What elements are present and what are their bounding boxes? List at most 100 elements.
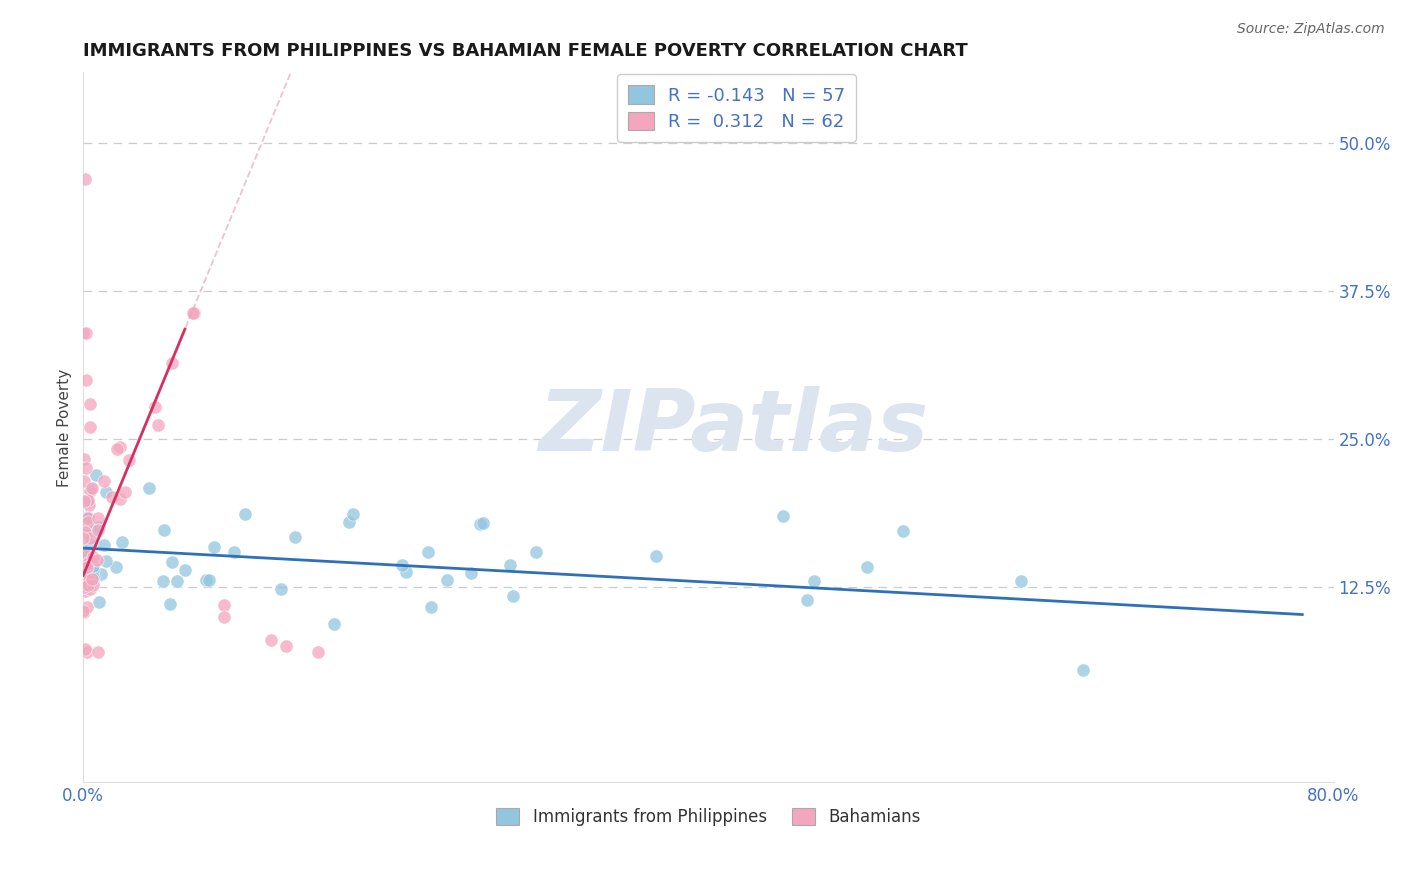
Point (471, 516, 494, 531)
Point (101, 490, 124, 504)
Point (460, 566, 482, 580)
Point (160, 356, 183, 370)
Point (276, 640, 298, 654)
Point (108, 440, 131, 454)
Point (79, 420, 101, 434)
Point (395, 565, 418, 579)
Point (202, 540, 225, 554)
Point (76, 492, 98, 507)
Legend: Immigrants from Philippines, Bahamians: Immigrants from Philippines, Bahamians (488, 799, 929, 834)
Point (75, 566, 97, 581)
Point (93, 538, 115, 552)
Point (418, 545, 440, 559)
Point (105, 442, 128, 456)
Point (73, 493, 96, 508)
Point (72, 531, 94, 545)
Point (524, 544, 547, 558)
Point (87, 520, 110, 534)
Point (307, 645, 329, 659)
Point (76, 558, 98, 572)
Point (73, 172, 96, 186)
Text: Source: ZipAtlas.com: Source: ZipAtlas.com (1237, 22, 1385, 37)
Point (96, 554, 118, 568)
Point (105, 560, 128, 574)
Point (80, 482, 103, 496)
Point (90, 567, 112, 582)
Point (1010, 574, 1032, 589)
Point (198, 574, 221, 588)
Point (79, 397, 101, 411)
Point (87, 595, 110, 609)
Point (148, 418, 170, 433)
Point (72, 525, 94, 540)
Point (73, 580, 96, 594)
Point (342, 508, 364, 522)
Point (76, 511, 98, 525)
Point (212, 609, 235, 624)
Point (468, 516, 491, 531)
Point (79, 498, 101, 512)
Point (181, 306, 204, 320)
Point (93, 475, 115, 489)
Point (96, 485, 118, 500)
Point (1073, 663, 1095, 677)
Point (87, 524, 110, 538)
Point (502, 589, 524, 603)
Point (84, 467, 107, 482)
Point (772, 509, 794, 524)
Point (803, 574, 825, 588)
Point (73, 641, 96, 656)
Point (323, 617, 346, 632)
Point (436, 573, 458, 587)
Point (75, 460, 97, 475)
Point (73, 580, 96, 594)
Point (75, 524, 97, 539)
Point (82, 573, 104, 587)
Point (233, 507, 256, 521)
Point (152, 523, 174, 537)
Point (159, 597, 181, 611)
Point (76, 645, 98, 659)
Point (72, 326, 94, 340)
Point (72, 606, 94, 620)
Point (73, 474, 96, 488)
Point (419, 600, 441, 615)
Point (337, 515, 360, 529)
Point (114, 485, 136, 500)
Point (166, 574, 188, 589)
Point (82, 559, 104, 574)
Point (82, 549, 104, 564)
Point (76, 511, 98, 525)
Point (76, 559, 98, 574)
Point (212, 598, 235, 612)
Point (80, 572, 103, 586)
Point (645, 549, 668, 563)
Point (224, 545, 246, 559)
Point (86, 511, 108, 525)
Point (82, 563, 104, 577)
Point (72, 604, 94, 618)
Y-axis label: Female Poverty: Female Poverty (58, 368, 72, 486)
Point (183, 306, 205, 320)
Point (108, 491, 131, 506)
Point (891, 524, 914, 539)
Point (82, 524, 104, 538)
Point (111, 535, 134, 549)
Point (73, 451, 96, 466)
Point (138, 481, 160, 495)
Point (796, 593, 818, 607)
Point (118, 453, 141, 467)
Point (160, 555, 183, 569)
Point (77, 557, 100, 571)
Point (86, 645, 108, 659)
Point (86, 553, 108, 567)
Point (391, 558, 413, 572)
Text: IMMIGRANTS FROM PHILIPPINES VS BAHAMIAN FEMALE POVERTY CORRELATION CHART: IMMIGRANTS FROM PHILIPPINES VS BAHAMIAN … (83, 42, 969, 60)
Point (72, 578, 94, 592)
Point (75, 569, 97, 583)
Point (79, 484, 101, 499)
Point (270, 582, 292, 596)
Point (79, 531, 101, 545)
Point (79, 582, 101, 596)
Point (173, 563, 195, 577)
